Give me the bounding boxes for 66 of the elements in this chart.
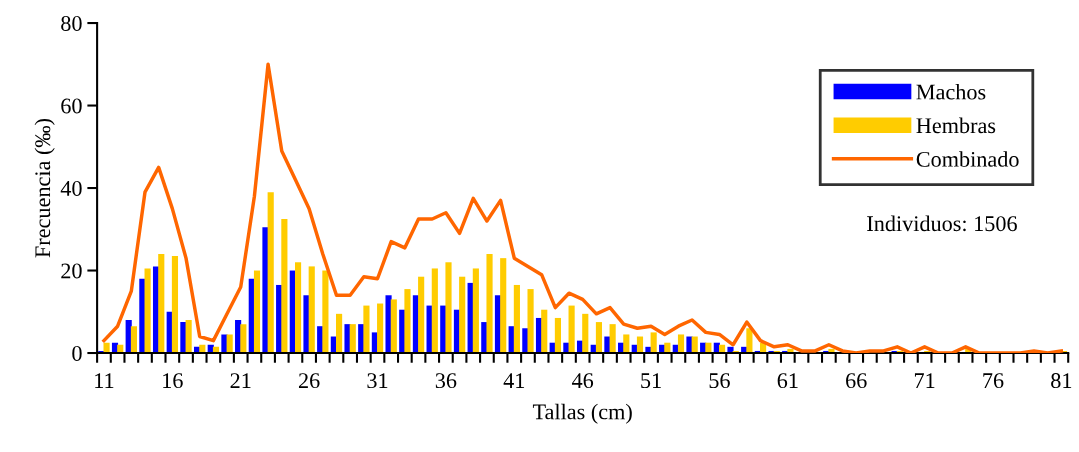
bar — [541, 309, 548, 354]
bar — [103, 342, 110, 354]
bar — [609, 324, 616, 354]
x-tick-label: 46 — [571, 373, 594, 389]
x-tick-label: 66 — [846, 373, 867, 389]
x-tick-label: 36 — [435, 373, 457, 389]
bar — [445, 262, 452, 354]
x-tick-label: 31 — [367, 373, 388, 389]
bar — [363, 305, 370, 354]
annotation: Individuos: 1506 — [867, 215, 1017, 232]
y-tick-label: 40 — [60, 180, 82, 196]
bar — [418, 276, 425, 354]
bar — [240, 324, 247, 354]
bar — [746, 328, 753, 354]
y-tick-label: 60 — [61, 98, 82, 114]
y-tick-label: 20 — [61, 263, 82, 279]
bar — [404, 289, 411, 354]
bar — [322, 270, 329, 354]
x-tick-label: 61 — [777, 373, 798, 389]
bar — [226, 334, 233, 354]
x-tick-label: 56 — [709, 373, 730, 389]
x-tick-label: 16 — [163, 373, 183, 389]
x-tick-label: 21 — [230, 373, 251, 388]
bar — [595, 322, 603, 354]
bar — [390, 299, 397, 354]
bar — [677, 334, 685, 354]
bar — [459, 276, 466, 354]
bar — [281, 218, 288, 354]
bar — [500, 258, 507, 354]
bar — [349, 324, 356, 354]
bar — [377, 303, 384, 354]
bar — [267, 192, 274, 354]
bar — [144, 268, 151, 354]
x-tick-label: 41 — [503, 373, 525, 388]
legend-label: Combinado — [916, 151, 1019, 167]
bar — [253, 270, 261, 354]
bar — [582, 313, 589, 354]
bar — [623, 334, 630, 354]
y-axis-title: Frecuencia (‰) — [34, 118, 55, 258]
bar — [486, 254, 493, 354]
bar — [171, 256, 179, 354]
bar — [472, 268, 479, 354]
x-tick-label: 81 — [1051, 373, 1072, 389]
bar — [158, 254, 165, 354]
x-axis-title: Tallas (cm) — [532, 403, 632, 424]
y-tick-label: 0 — [72, 345, 82, 361]
legend-label: Machos — [916, 83, 986, 100]
bar — [431, 268, 438, 354]
x-tick-label: 11 — [95, 373, 114, 388]
bar — [336, 313, 343, 354]
bar — [130, 326, 137, 354]
bar — [568, 305, 575, 354]
x-tick-label: 76 — [983, 373, 1004, 389]
x-tick-label: 71 — [914, 373, 935, 388]
bar — [650, 332, 657, 354]
bar — [513, 284, 520, 354]
bar — [185, 320, 192, 354]
x-tick-label: 26 — [298, 373, 320, 389]
bar — [527, 289, 534, 354]
bar — [294, 262, 302, 354]
bar — [308, 266, 315, 354]
line-series — [102, 62, 1064, 354]
x-tick-label: 51 — [641, 373, 661, 389]
bar — [554, 317, 561, 354]
legend-label: Hembras — [916, 117, 996, 134]
y-tick-label: 80 — [61, 15, 82, 31]
